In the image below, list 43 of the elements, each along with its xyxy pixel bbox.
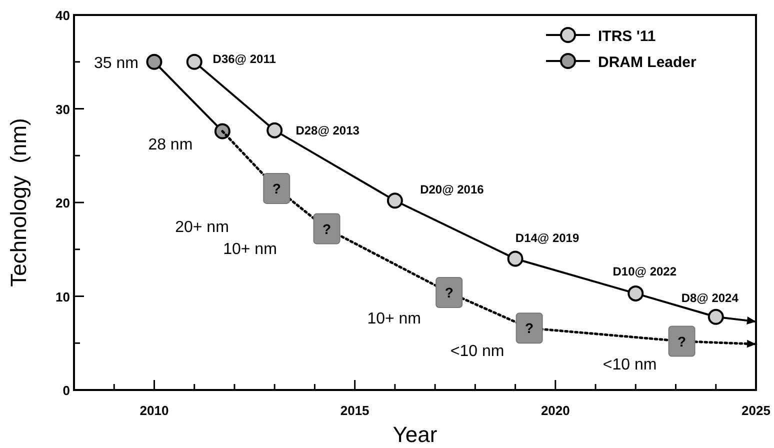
point	[266, 122, 283, 138]
annotation: 20+ nm	[175, 219, 229, 236]
annotation: 10+ nm	[367, 310, 422, 328]
point	[313, 213, 340, 244]
annotation: ?	[322, 220, 332, 237]
x-axis-title: Year	[392, 422, 438, 447]
annotation: 10+ nm	[223, 241, 277, 258]
annotation: 28 nm	[148, 136, 193, 154]
point	[263, 172, 290, 204]
legend-label: DRAM Leader	[598, 54, 697, 71]
point	[708, 308, 724, 325]
y-tick-label: 10	[56, 289, 70, 304]
annotation: 35 nm	[94, 54, 138, 72]
annotation: D10@ 2022	[612, 264, 677, 278]
annotation: ?	[444, 284, 454, 300]
point	[628, 285, 644, 302]
annotation: <10 nm	[450, 343, 504, 360]
point	[668, 326, 696, 357]
x-tick-label: 2015	[340, 403, 370, 418]
x-tick-label: 2010	[140, 403, 169, 418]
point	[386, 192, 403, 209]
point	[436, 277, 463, 308]
x-tick-label: 2020	[540, 403, 570, 418]
y-axis-title: Technology (nm)	[6, 118, 31, 287]
annotation: ?	[525, 320, 534, 336]
point	[146, 54, 162, 70]
annotation: ?	[272, 180, 281, 196]
point	[516, 312, 543, 344]
y-tick-label: 30	[56, 102, 70, 117]
annotation: <10 nm	[602, 356, 657, 374]
x-tick-label: 2025	[742, 403, 770, 418]
point	[186, 54, 202, 70]
annotation: D14@ 2019	[515, 230, 580, 245]
annotation: D28@ 2013	[296, 123, 360, 138]
annotation: D36@ 2011	[212, 52, 276, 66]
annotation: D20@ 2016	[420, 182, 484, 197]
annotation: D8@ 2024	[681, 290, 739, 305]
point	[507, 250, 524, 267]
y-tick-label: 20	[56, 196, 70, 210]
y-tick-label: 0	[62, 383, 70, 398]
y-tick-label: 40	[56, 8, 70, 23]
annotation: ?	[678, 333, 686, 350]
legend-label: ITRS '11	[598, 28, 656, 45]
